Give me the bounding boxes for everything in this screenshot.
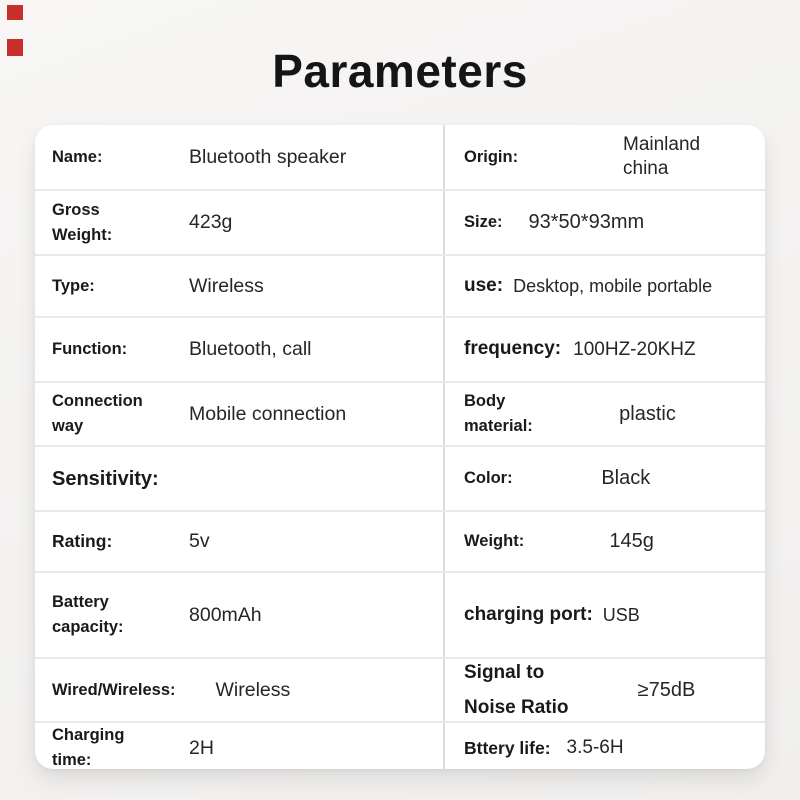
spec-value: 3.5-6H	[566, 736, 624, 758]
spec-cell-body-material: Body material: plastic	[445, 383, 765, 445]
spec-value: Wireless	[189, 274, 264, 297]
spec-label: Sensitivity:	[52, 467, 159, 490]
spec-cell-charging-port: charging port: USB	[445, 573, 765, 657]
spec-label: Weight:	[464, 532, 525, 551]
spec-value: plastic	[619, 402, 676, 425]
spec-cell-color: Color: Black	[445, 447, 765, 510]
spec-cell-origin: Origin: Mainland china	[445, 125, 765, 189]
table-row: Wired/Wireless: Wireless Signal to Noise…	[35, 657, 765, 721]
spec-value: Bluetooth, call	[189, 338, 312, 361]
table-row: Gross Weight: 423g Size: 93*50*93mm	[35, 189, 765, 254]
spec-cell-charging-time: Charging time: 2H	[35, 723, 445, 769]
spec-label: Wired/Wireless:	[52, 680, 176, 699]
table-row: Name: Bluetooth speaker Origin: Mainland…	[35, 125, 765, 189]
spec-label: charging port:	[464, 603, 593, 625]
spec-cell-name: Name: Bluetooth speaker	[35, 125, 445, 189]
spec-cell-battery-capacity: Battery capacity: 800mAh	[35, 573, 445, 657]
spec-cell-signal-noise-ratio: Signal to Noise Ratio ≥75dB	[445, 659, 765, 721]
spec-value: ≥75dB	[637, 678, 696, 701]
spec-value: 2H	[189, 736, 214, 759]
spec-value: 145g	[609, 530, 654, 552]
spec-label: Connection way	[52, 392, 143, 435]
spec-value: 93*50*93mm	[528, 211, 645, 233]
spec-value: Black	[601, 467, 651, 489]
spec-cell-sensitivity: Sensitivity:	[35, 447, 445, 510]
table-row: Connection way Mobile connection Body ma…	[35, 381, 765, 445]
table-row: Function: Bluetooth, call frequency: 100…	[35, 316, 765, 381]
spec-label: Gross Weight:	[52, 200, 113, 244]
spec-value: Wireless	[215, 678, 291, 701]
spec-label: frequency:	[464, 338, 562, 360]
spec-label: Name:	[52, 147, 103, 166]
spec-cell-rating: Rating: 5v	[35, 512, 445, 571]
red-corner-mark-bottom	[7, 39, 23, 56]
spec-value: USB	[602, 604, 640, 625]
spec-label: Charging time:	[52, 726, 125, 769]
spec-label: Battery capacity:	[52, 593, 124, 636]
page-title: Parameters	[272, 45, 528, 97]
spec-label: Signal to Noise Ratio	[464, 661, 569, 718]
spec-cell-battery-life: Bttery life: 3.5-6H	[445, 723, 765, 769]
table-row: Sensitivity: Color: Black	[35, 445, 765, 510]
spec-label: Color:	[464, 469, 513, 488]
table-row: Charging time: 2H Bttery life: 3.5-6H	[35, 721, 765, 769]
spec-label: Body material:	[464, 392, 533, 435]
spec-value: Desktop, mobile portable	[513, 275, 713, 296]
spec-cell-function: Function: Bluetooth, call	[35, 318, 445, 381]
spec-cell-wired-wireless: Wired/Wireless: Wireless	[35, 659, 445, 721]
spec-value: 423g	[189, 211, 233, 234]
spec-cell-use: use: Desktop, mobile portable	[445, 256, 765, 316]
spec-label: Rating:	[52, 531, 113, 552]
spec-value: Mainland china	[623, 134, 701, 179]
spec-cell-frequency: frequency: 100HZ-20KHZ	[445, 318, 765, 381]
spec-cell-gross-weight: Gross Weight: 423g	[35, 191, 445, 254]
spec-label: use:	[464, 274, 504, 296]
spec-value: Mobile connection	[189, 402, 347, 425]
spec-cell-type: Type: Wireless	[35, 256, 445, 316]
spec-value: 100HZ-20KHZ	[573, 338, 696, 360]
spec-label: Type:	[52, 276, 95, 295]
parameters-table: Name: Bluetooth speaker Origin: Mainland…	[35, 125, 765, 769]
spec-value: 800mAh	[189, 603, 262, 626]
table-row: Type: Wireless use: Desktop, mobile port…	[35, 254, 765, 316]
spec-label: Bttery life:	[464, 737, 551, 758]
table-row: Battery capacity: 800mAh charging port: …	[35, 571, 765, 657]
spec-label: Function:	[52, 340, 128, 359]
spec-value: 5v	[189, 530, 210, 553]
spec-cell-weight: Weight: 145g	[445, 512, 765, 571]
red-corner-mark-top	[7, 5, 23, 20]
table-row: Rating: 5v Weight: 145g	[35, 510, 765, 571]
spec-cell-size: Size: 93*50*93mm	[445, 191, 765, 254]
spec-label: Origin:	[464, 147, 519, 166]
spec-cell-connection-way: Connection way Mobile connection	[35, 383, 445, 445]
spec-label: Size:	[464, 213, 503, 232]
spec-value: Bluetooth speaker	[189, 145, 347, 168]
